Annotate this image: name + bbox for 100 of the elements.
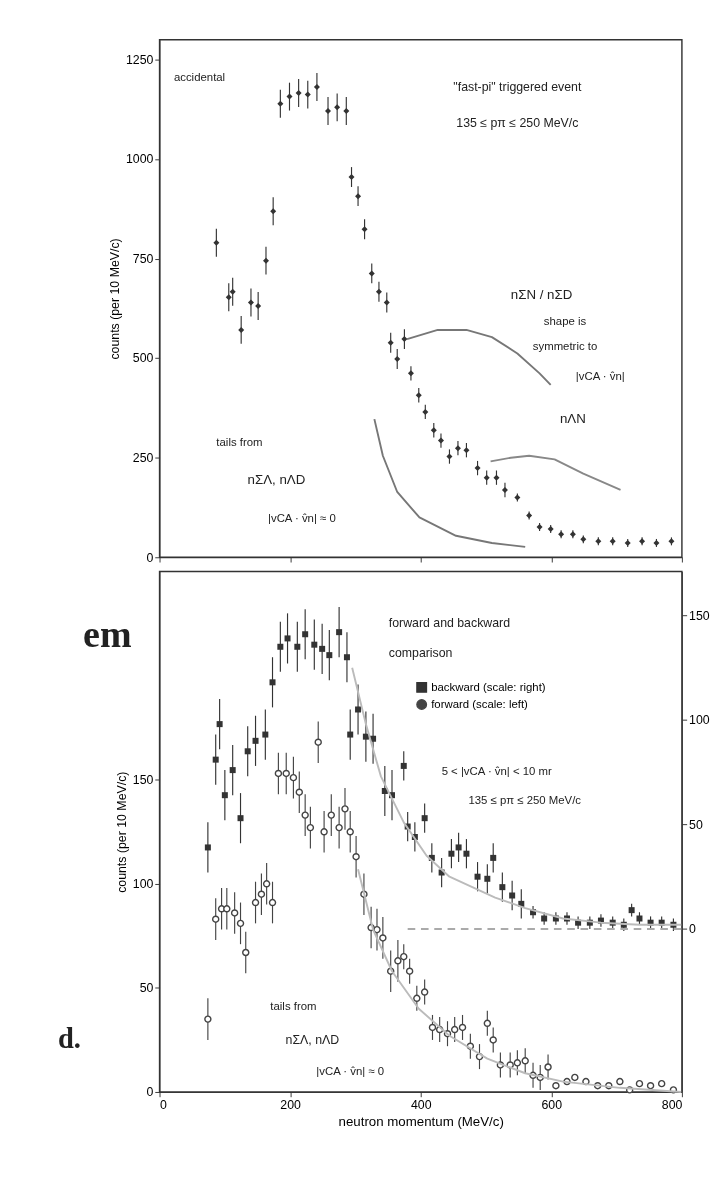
x-tick-label: 200 xyxy=(280,1097,302,1112)
annotation: nΣΛ, nΛD xyxy=(285,1032,340,1047)
point xyxy=(501,486,508,493)
point xyxy=(455,844,462,851)
point xyxy=(415,392,422,399)
point xyxy=(484,875,491,882)
y-tick-label: 1000 xyxy=(125,152,154,167)
line-series xyxy=(351,666,683,926)
text: em xyxy=(83,613,132,656)
x-tick-label: 0 xyxy=(160,1097,168,1112)
y-axis-title: counts (per 10 MeV/c) xyxy=(108,238,123,360)
point xyxy=(448,850,455,857)
point xyxy=(229,288,236,295)
point xyxy=(387,339,394,346)
y-tick-label: 250 xyxy=(132,451,154,466)
point xyxy=(348,174,355,181)
point xyxy=(336,629,343,636)
point xyxy=(421,815,428,822)
y2-tick-label: 50 xyxy=(689,817,703,832)
y-tick-label: 100 xyxy=(132,877,154,892)
x-tick-label: 800 xyxy=(661,1097,683,1112)
point xyxy=(394,356,401,362)
point xyxy=(383,299,390,306)
point xyxy=(244,748,251,755)
point xyxy=(483,474,490,481)
y-tick-label: 150 xyxy=(132,772,154,787)
annotation: forward and backward xyxy=(388,616,511,631)
point xyxy=(325,107,332,114)
point xyxy=(347,731,354,738)
point xyxy=(277,100,284,107)
annotation: |vCA · v̂n| ≈ 0 xyxy=(316,1064,385,1077)
point xyxy=(238,326,245,333)
x-tick-label: 600 xyxy=(541,1097,563,1112)
point xyxy=(252,737,259,744)
y-tick-label: 750 xyxy=(132,251,154,266)
point xyxy=(499,884,506,891)
annotation: 5 < |vCA · v̂n| < 10 mr xyxy=(441,765,553,778)
y-tick-label: 50 xyxy=(139,981,154,996)
annotation: "fast-pi" triggered event xyxy=(453,79,582,94)
point xyxy=(355,706,362,713)
point xyxy=(474,873,481,880)
y-tick-label: 500 xyxy=(132,351,154,366)
point xyxy=(286,93,293,100)
point xyxy=(269,679,276,686)
point xyxy=(326,652,333,659)
point xyxy=(437,437,444,444)
point xyxy=(446,453,453,460)
y2-tick-label: 0 xyxy=(689,922,697,937)
annotation: nΣΛ, nΛD xyxy=(247,472,306,488)
annotation: 135 ≤ pπ ≤ 250 MeV/c xyxy=(468,794,582,807)
point xyxy=(355,193,362,200)
point xyxy=(270,208,277,215)
annotation: |vCA · v̂n| xyxy=(575,369,625,382)
point xyxy=(204,844,211,851)
point xyxy=(225,294,232,301)
point xyxy=(490,854,497,861)
y2-tick-label: 100 xyxy=(689,713,710,728)
x-tick-label: 400 xyxy=(410,1097,432,1112)
point xyxy=(493,474,500,481)
point xyxy=(294,643,301,650)
point xyxy=(474,465,481,472)
point xyxy=(362,733,369,740)
point xyxy=(361,226,368,233)
line-series xyxy=(489,454,622,491)
point xyxy=(368,270,375,277)
x-axis-title: neutron momentum (MeV/c) xyxy=(338,1113,504,1129)
annotation: 135 ≤ pπ ≤ 250 MeV/c xyxy=(456,116,579,131)
annotation: symmetric to xyxy=(532,339,598,352)
point xyxy=(262,257,269,264)
point xyxy=(509,892,516,899)
annotation: tails from xyxy=(216,436,263,449)
annotation: tails from xyxy=(270,1000,317,1013)
point xyxy=(304,91,311,98)
point xyxy=(216,721,223,728)
point xyxy=(295,90,302,97)
point xyxy=(213,239,220,246)
point xyxy=(400,762,407,769)
point xyxy=(454,445,461,452)
y-tick-label: 0 xyxy=(146,1085,154,1100)
annotation: accidental xyxy=(173,71,226,84)
point xyxy=(343,107,350,114)
y-axis-title: counts (per 10 MeV/c) xyxy=(115,771,130,893)
legend-label: forward (scale: left) xyxy=(431,698,529,711)
point xyxy=(636,915,643,922)
y2-tick-label: 150 xyxy=(689,608,710,623)
point xyxy=(430,427,437,434)
point xyxy=(628,907,635,914)
legend-label: backward (scale: right) xyxy=(431,681,546,694)
point xyxy=(302,631,309,638)
text: d. xyxy=(57,1023,81,1055)
point xyxy=(221,792,228,799)
line-series xyxy=(373,418,527,548)
point xyxy=(212,756,219,763)
point xyxy=(284,635,291,642)
point xyxy=(247,299,254,306)
annotation: nΣN / nΣD xyxy=(510,287,573,303)
point xyxy=(262,731,269,738)
annotation: comparison xyxy=(388,645,453,660)
annotation: shape is xyxy=(543,314,587,327)
point xyxy=(334,104,341,111)
